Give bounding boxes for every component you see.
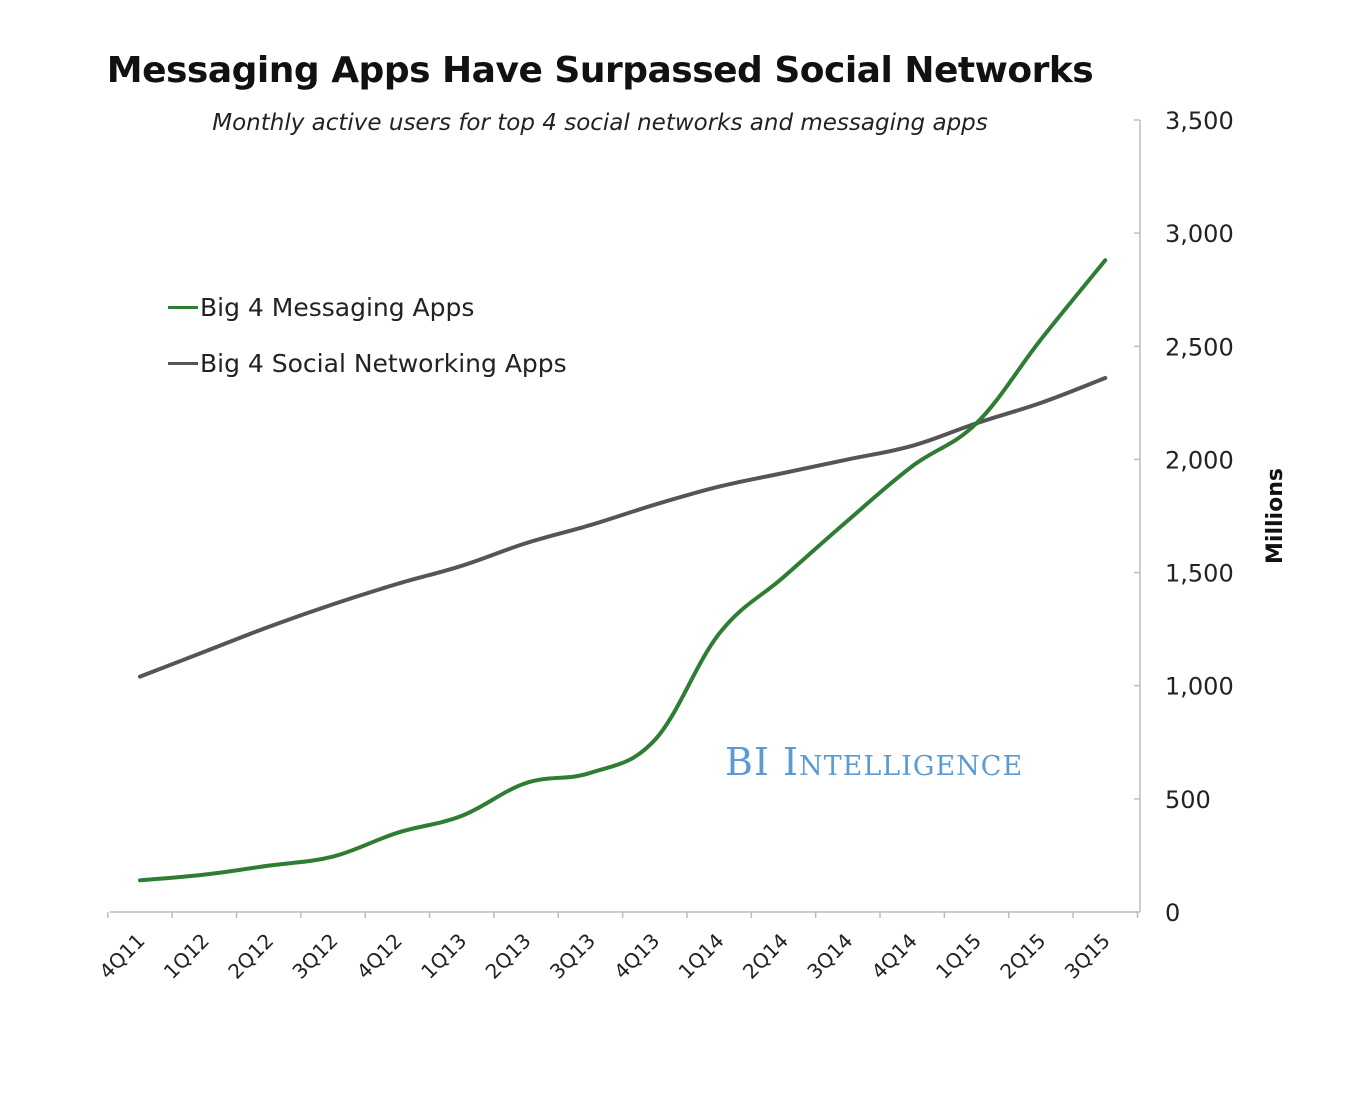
legend-item-messaging: Big 4 Messaging Apps [168, 288, 567, 326]
y-tick-label: 2,000 [1165, 446, 1234, 474]
legend-label-messaging: Big 4 Messaging Apps [200, 292, 475, 322]
legend-swatch-social [168, 361, 198, 365]
x-tick-label: 4Q12 [352, 929, 407, 984]
x-tick-label: 2Q12 [223, 929, 278, 984]
x-tick-label: 1Q15 [931, 929, 986, 984]
legend-label-social: Big 4 Social Networking Apps [200, 348, 567, 378]
y-tick-label: 1,500 [1165, 560, 1234, 588]
y-tick-label: 0 [1165, 899, 1180, 927]
x-tick-label: 4Q14 [867, 929, 922, 984]
x-tick-label: 2Q13 [481, 929, 536, 984]
chart-subtitle: Monthly active users for top 4 social ne… [212, 110, 988, 136]
x-tick-label: 2Q14 [738, 929, 793, 984]
x-tick-label: 3Q13 [545, 929, 600, 984]
watermark-logo: BI Intelligence [725, 740, 1024, 784]
series-line-messaging [138, 258, 1108, 883]
y-tick-label: 3,000 [1165, 220, 1234, 248]
chart-title: Messaging Apps Have Surpassed Social Net… [106, 50, 1094, 91]
y-tick-label: 2,500 [1165, 333, 1234, 361]
x-tick-label: 4Q13 [609, 929, 664, 984]
legend-swatch-messaging [168, 305, 198, 309]
series-line-social [138, 375, 1108, 679]
x-tick-label: 1Q13 [416, 929, 471, 984]
y-tick-label: 1,000 [1165, 673, 1234, 701]
x-tick-label: 4Q11 [94, 929, 149, 984]
x-tick-label: 1Q14 [674, 929, 729, 984]
x-tick-label: 3Q15 [1060, 929, 1115, 984]
y-tick-label: 500 [1165, 786, 1211, 814]
legend: Big 4 Messaging Apps Big 4 Social Networ… [168, 288, 567, 400]
x-tick-label: 2Q15 [995, 929, 1050, 984]
legend-item-social: Big 4 Social Networking Apps [168, 344, 567, 382]
x-tick-label: 1Q12 [159, 929, 214, 984]
y-tick-label: 3,500 [1165, 107, 1234, 135]
x-tick-label: 3Q14 [802, 929, 857, 984]
y-axis-label: Millions [1263, 468, 1288, 564]
x-tick-label: 3Q12 [287, 929, 342, 984]
